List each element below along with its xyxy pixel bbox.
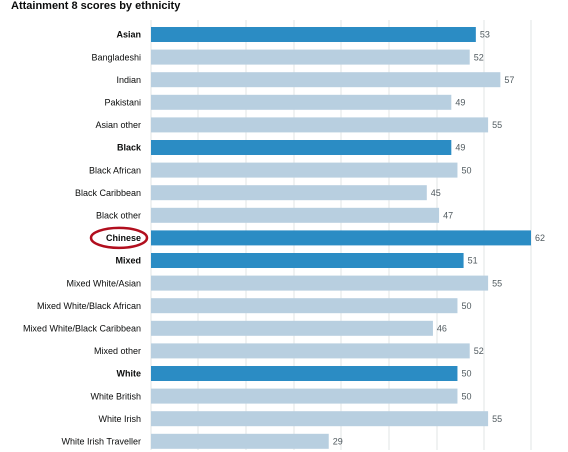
category-label-chinese: Chinese bbox=[106, 233, 141, 243]
value-labels: 53 52 57 49 55 49 50 45 47 62 51 55 50 46 52 50 50 55 29 bbox=[333, 30, 545, 447]
value-label-bangladeshi: 52 bbox=[474, 52, 484, 62]
category-label-mixed: Mixed bbox=[115, 256, 141, 266]
highlight-layer bbox=[89, 226, 149, 250]
bar-chinese bbox=[151, 230, 531, 246]
value-label-mixed-white-black-african: 50 bbox=[461, 301, 471, 311]
value-label-black-caribbean: 45 bbox=[431, 188, 441, 198]
category-label-bangladeshi: Bangladeshi bbox=[91, 52, 141, 62]
highlight-ring bbox=[89, 226, 149, 250]
value-label-white-irish-traveller: 29 bbox=[333, 437, 343, 447]
value-label-indian: 57 bbox=[504, 75, 514, 85]
value-label-white-british: 50 bbox=[461, 391, 471, 401]
chart-title: Attainment 8 scores by ethnicity bbox=[11, 0, 181, 12]
bar-bangladeshi bbox=[151, 49, 470, 65]
value-label-black-other: 47 bbox=[443, 211, 453, 221]
category-labels: Asian Bangladeshi Indian Pakistani Asian oth… bbox=[23, 30, 142, 447]
bar-indian bbox=[151, 72, 501, 88]
bar-black-african bbox=[151, 162, 458, 178]
value-label-pakistani: 49 bbox=[455, 98, 465, 108]
category-label-black-other: Black other bbox=[96, 211, 141, 221]
value-label-mixed-white-asian: 55 bbox=[492, 278, 502, 288]
bar-black bbox=[151, 140, 452, 155]
bar-black-caribbean bbox=[151, 185, 427, 201]
value-label-chinese: 62 bbox=[535, 233, 545, 243]
bars bbox=[151, 27, 531, 449]
value-label-white: 50 bbox=[461, 369, 471, 379]
category-label-mixed-white-black-african: Mixed White/Black African bbox=[37, 301, 141, 311]
bar-white-british bbox=[151, 388, 458, 404]
category-label-mixed-white-asian: Mixed White/Asian bbox=[66, 278, 141, 288]
value-label-mixed: 51 bbox=[468, 256, 478, 266]
bar-black-other bbox=[151, 207, 440, 223]
bar-asian bbox=[151, 27, 476, 42]
value-label-asian: 53 bbox=[480, 30, 490, 40]
value-label-mixed-other: 52 bbox=[474, 346, 484, 356]
value-label-asian-other: 55 bbox=[492, 120, 502, 130]
category-label-black: Black bbox=[117, 143, 142, 153]
category-label-asian: Asian bbox=[116, 30, 141, 40]
category-label-white-british: White British bbox=[90, 391, 141, 401]
category-label-white: White bbox=[117, 369, 142, 379]
value-label-black-african: 50 bbox=[461, 165, 471, 175]
category-label-asian-other: Asian other bbox=[95, 120, 141, 130]
bar-mixed bbox=[151, 253, 464, 268]
bar-asian-other bbox=[151, 117, 489, 133]
category-label-mixed-other: Mixed other bbox=[94, 346, 141, 356]
value-label-mixed-white-black-caribbean: 46 bbox=[437, 324, 447, 334]
category-label-pakistani: Pakistani bbox=[104, 98, 141, 108]
bar-mixed-other bbox=[151, 343, 470, 359]
value-label-white-irish: 55 bbox=[492, 414, 502, 424]
value-label-black: 49 bbox=[455, 143, 465, 153]
category-label-white-irish: White Irish bbox=[98, 414, 141, 424]
bar-mixed-white-black-african bbox=[151, 298, 458, 314]
category-label-black-caribbean: Black Caribbean bbox=[75, 188, 141, 198]
category-label-indian: Indian bbox=[116, 75, 141, 85]
bar-pakistani bbox=[151, 94, 452, 110]
bar-mixed-white-black-caribbean bbox=[151, 320, 433, 336]
bar-white-irish-traveller bbox=[151, 433, 329, 449]
category-label-mixed-white-black-caribbean: Mixed White/Black Caribbean bbox=[23, 324, 141, 334]
category-label-black-african: Black African bbox=[89, 165, 141, 175]
bar-mixed-white-asian bbox=[151, 275, 489, 291]
bar-white-irish bbox=[151, 411, 489, 427]
bar-white bbox=[151, 366, 458, 381]
category-label-white-irish-traveller: White Irish Traveller bbox=[61, 437, 141, 447]
